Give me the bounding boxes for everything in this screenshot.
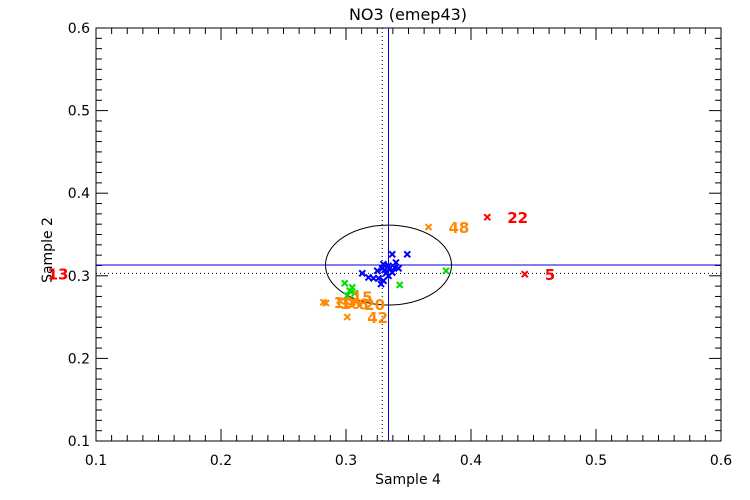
- x-tick-label: 0.5: [585, 453, 607, 469]
- point-stroke: [424, 223, 433, 231]
- blue-point: [379, 260, 388, 268]
- blue-point: [358, 269, 366, 278]
- red-point: [521, 270, 529, 278]
- point-stroke: [336, 296, 344, 305]
- point-label: 20: [364, 296, 385, 314]
- blue-point: [377, 280, 385, 288]
- point-stroke: [377, 280, 385, 288]
- orange-point: [348, 298, 356, 306]
- point-label: 5: [545, 266, 555, 284]
- data-points: 484210161562022513: [48, 209, 556, 327]
- blue-point: [403, 250, 411, 259]
- orange-point: [336, 296, 344, 305]
- y-tick-label: 0.1: [68, 434, 90, 450]
- x-tick-labels: 0.1 0.2 0.3 0.4 0.5 0.6: [85, 453, 732, 469]
- chart-title: NO3 (emep43): [349, 5, 467, 24]
- x-tick-label: 0.3: [335, 453, 357, 469]
- y-tick-label: 0.3: [68, 269, 90, 285]
- blue-point: [394, 264, 403, 273]
- x-axis-title: Sample 4: [375, 472, 441, 488]
- y-tick-label: 0.2: [68, 351, 90, 367]
- point-stroke: [351, 289, 359, 297]
- green-point: [346, 286, 354, 295]
- point-label: 15: [352, 289, 373, 307]
- point-stroke: [373, 267, 381, 275]
- green-point: [396, 281, 404, 289]
- y-tick-label: 0.6: [68, 21, 90, 37]
- point-stroke: [343, 313, 351, 321]
- point-stroke: [342, 297, 350, 306]
- blue-point: [374, 274, 383, 282]
- x-tick-label: 0.1: [85, 453, 107, 469]
- x-tick-label: 0.6: [710, 453, 732, 469]
- blue-point: [382, 269, 390, 278]
- point-stroke: [396, 281, 404, 289]
- green-point: [341, 279, 349, 287]
- point-stroke: [364, 273, 373, 282]
- orange-point: [343, 313, 351, 321]
- y-tick-label: 0.5: [68, 104, 90, 120]
- confidence-ellipse: [325, 224, 452, 306]
- y-tick-labels: 0.1 0.2 0.3 0.4 0.5 0.6: [68, 21, 90, 450]
- axis-ticks: [95, 27, 722, 442]
- blue-point: [388, 268, 396, 277]
- reference-lines: [96, 28, 721, 441]
- point-stroke: [322, 299, 330, 307]
- point-stroke: [392, 258, 400, 267]
- blue-point: [373, 267, 381, 275]
- x-tick-label: 0.4: [460, 453, 482, 469]
- blue-point: [388, 250, 396, 259]
- red-point: [483, 213, 491, 221]
- point-stroke: [388, 250, 396, 259]
- point-stroke: [382, 269, 390, 278]
- point-label: 13: [48, 265, 69, 283]
- point-label: 48: [449, 219, 470, 237]
- plot-frame: [95, 27, 722, 442]
- point-stroke: [358, 269, 366, 278]
- point-stroke: [343, 291, 351, 300]
- orange-point: [342, 297, 350, 306]
- orange-point: [322, 299, 330, 307]
- x-tick-label: 0.2: [210, 453, 232, 469]
- point-stroke: [388, 268, 396, 277]
- green-point: [351, 289, 359, 297]
- green-point: [442, 267, 450, 275]
- point-stroke: [483, 213, 491, 221]
- point-label: 6: [358, 295, 368, 313]
- point-stroke: [403, 250, 411, 259]
- point-stroke: [346, 286, 354, 295]
- blue-point: [364, 273, 373, 282]
- point-stroke: [348, 298, 356, 306]
- point-stroke: [394, 264, 403, 273]
- point-stroke: [374, 274, 383, 282]
- point-stroke: [341, 279, 349, 287]
- point-label: 22: [507, 209, 528, 227]
- blue-point: [392, 258, 400, 267]
- y-tick-label: 0.4: [68, 186, 90, 202]
- point-stroke: [379, 260, 388, 268]
- point-stroke: [521, 270, 529, 278]
- green-point: [343, 291, 351, 300]
- point-stroke: [319, 298, 328, 306]
- point-label: 42: [367, 309, 388, 327]
- point-stroke: [442, 267, 450, 275]
- y-axis-title: Sample 2: [40, 217, 56, 283]
- orange-point: [424, 223, 433, 231]
